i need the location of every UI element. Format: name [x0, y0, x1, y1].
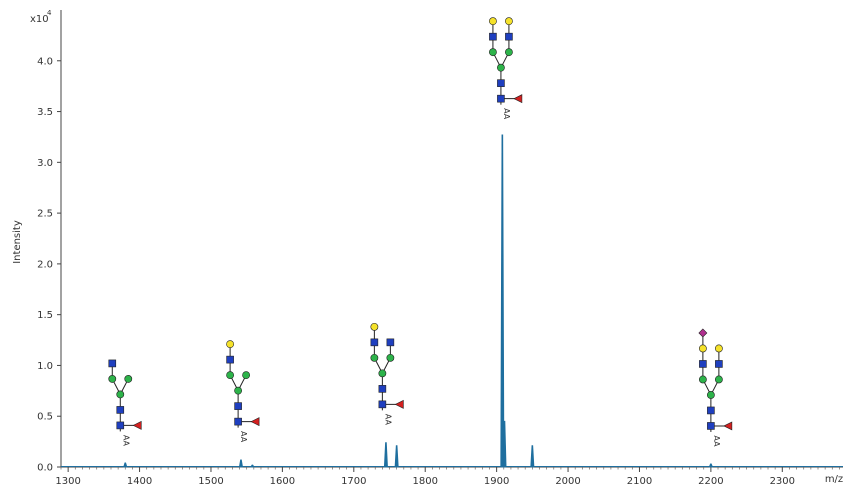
- mannose-circle: [234, 386, 243, 395]
- y-tick-label: 0.0: [37, 463, 53, 474]
- y-tick-label: 1.5: [37, 310, 53, 321]
- glcnac-square: [370, 338, 379, 347]
- y-tick-label: 3.5: [37, 107, 53, 118]
- aa-tag: AA: [383, 414, 392, 426]
- x-tick-label: 2200: [698, 476, 723, 487]
- glcnac-square: [378, 400, 387, 409]
- glcnac-square: [116, 421, 125, 430]
- mannose-circle: [497, 63, 505, 72]
- x-axis-label: m/z: [825, 474, 843, 485]
- glcnac-square: [108, 359, 117, 368]
- x-tick-label: 2100: [627, 476, 652, 487]
- mannose-circle: [386, 353, 395, 362]
- spectrum-peak: [123, 462, 128, 468]
- glcnac-square: [226, 355, 234, 364]
- fucose-triangle: [250, 417, 260, 427]
- glcnac-square: [699, 360, 707, 368]
- spectrum: [61, 134, 843, 468]
- y-tick-label: 0.5: [37, 412, 53, 423]
- galactose-circle: [489, 17, 497, 26]
- galactose-circle: [370, 322, 379, 331]
- mannose-circle: [370, 353, 379, 362]
- glcnac-square: [497, 79, 505, 87]
- mannose-circle: [505, 48, 513, 57]
- mannose-circle: [116, 390, 125, 399]
- spectrum-peak: [250, 464, 255, 468]
- spectrum-peak: [708, 463, 714, 468]
- glycan-fa2g1: AA: [226, 340, 260, 443]
- spectrum-peak: [502, 420, 507, 468]
- mannose-circle: [698, 375, 707, 384]
- y-multiplier-label: x10: [30, 14, 49, 25]
- x-tick-label: 1700: [341, 476, 366, 487]
- galactose-circle: [714, 344, 723, 353]
- glycan-fa2bg1: AA: [370, 322, 404, 426]
- axes: 0.0 0.5 1.0 1.5 2.0 2.5 3.0 3.5 4.0 1300 1400 1500 1…: [37, 10, 843, 487]
- mannose-circle: [706, 391, 715, 399]
- y-tick-label: 4.0: [37, 56, 53, 67]
- x-tick-label: 2000: [555, 476, 580, 487]
- glycan-fa2: AA: [108, 359, 142, 447]
- y-multiplier-exponent: 4: [47, 9, 52, 17]
- spectrum-peak: [383, 442, 388, 468]
- glcnac-square: [489, 32, 497, 41]
- fucose-triangle: [513, 94, 523, 104]
- aa-tag: AA: [239, 431, 248, 443]
- glcnac-square: [707, 422, 715, 430]
- glycan-annotations: AA AA AA AA AA: [108, 17, 733, 447]
- fucose-triangle: [132, 420, 142, 430]
- fucose-triangle: [723, 421, 733, 431]
- glcnac-square: [234, 417, 242, 426]
- x-tick-label: 1300: [55, 476, 80, 487]
- mannose-circle: [226, 371, 235, 380]
- y-multiplier: x10 4: [30, 9, 52, 25]
- glcnac-square: [234, 402, 242, 410]
- fucose-triangle: [394, 399, 404, 409]
- glcnac-square: [116, 406, 125, 414]
- glcnac-square: [505, 32, 513, 41]
- mannose-circle: [489, 48, 497, 57]
- glcnac-square: [386, 338, 395, 347]
- aa-tag: AA: [712, 435, 721, 447]
- y-tick-label: 3.0: [37, 158, 53, 169]
- spectrum-peak: [238, 459, 244, 468]
- spectrum-peak: [394, 445, 399, 468]
- spectrum-peak: [530, 445, 535, 468]
- mannose-circle: [242, 371, 251, 380]
- galactose-circle: [698, 344, 707, 353]
- glycan-fa2g2s1: AA: [698, 328, 733, 447]
- glycan-fa2g2: AA: [489, 17, 523, 120]
- mannose-circle: [714, 375, 723, 384]
- glcnac-square: [715, 360, 723, 368]
- y-tick-label: 2.0: [37, 259, 53, 270]
- x-tick-label: 1400: [127, 476, 152, 487]
- mannose-circle: [378, 369, 387, 378]
- aa-tag: AA: [502, 108, 511, 120]
- y-tick-label: 1.0: [37, 361, 53, 372]
- neuac-diamond: [698, 328, 708, 338]
- x-tick-label: 2300: [770, 476, 795, 487]
- galactose-circle: [505, 17, 513, 26]
- mannose-circle: [124, 375, 133, 383]
- x-tick-label: 1800: [412, 476, 437, 487]
- galactose-circle: [226, 340, 235, 349]
- y-tick-label: 2.5: [37, 209, 53, 220]
- mannose-circle: [108, 375, 117, 383]
- spectrum-peak: [500, 134, 505, 468]
- glcnac-square: [707, 406, 715, 415]
- y-axis-label: Intensity: [12, 220, 23, 264]
- glcnac-square: [378, 385, 387, 393]
- x-tick-label: 1500: [198, 476, 223, 487]
- x-tick-label: 1900: [484, 476, 509, 487]
- aa-tag: AA: [121, 435, 130, 447]
- glcnac-square: [497, 94, 505, 103]
- x-tick-label: 1600: [270, 476, 295, 487]
